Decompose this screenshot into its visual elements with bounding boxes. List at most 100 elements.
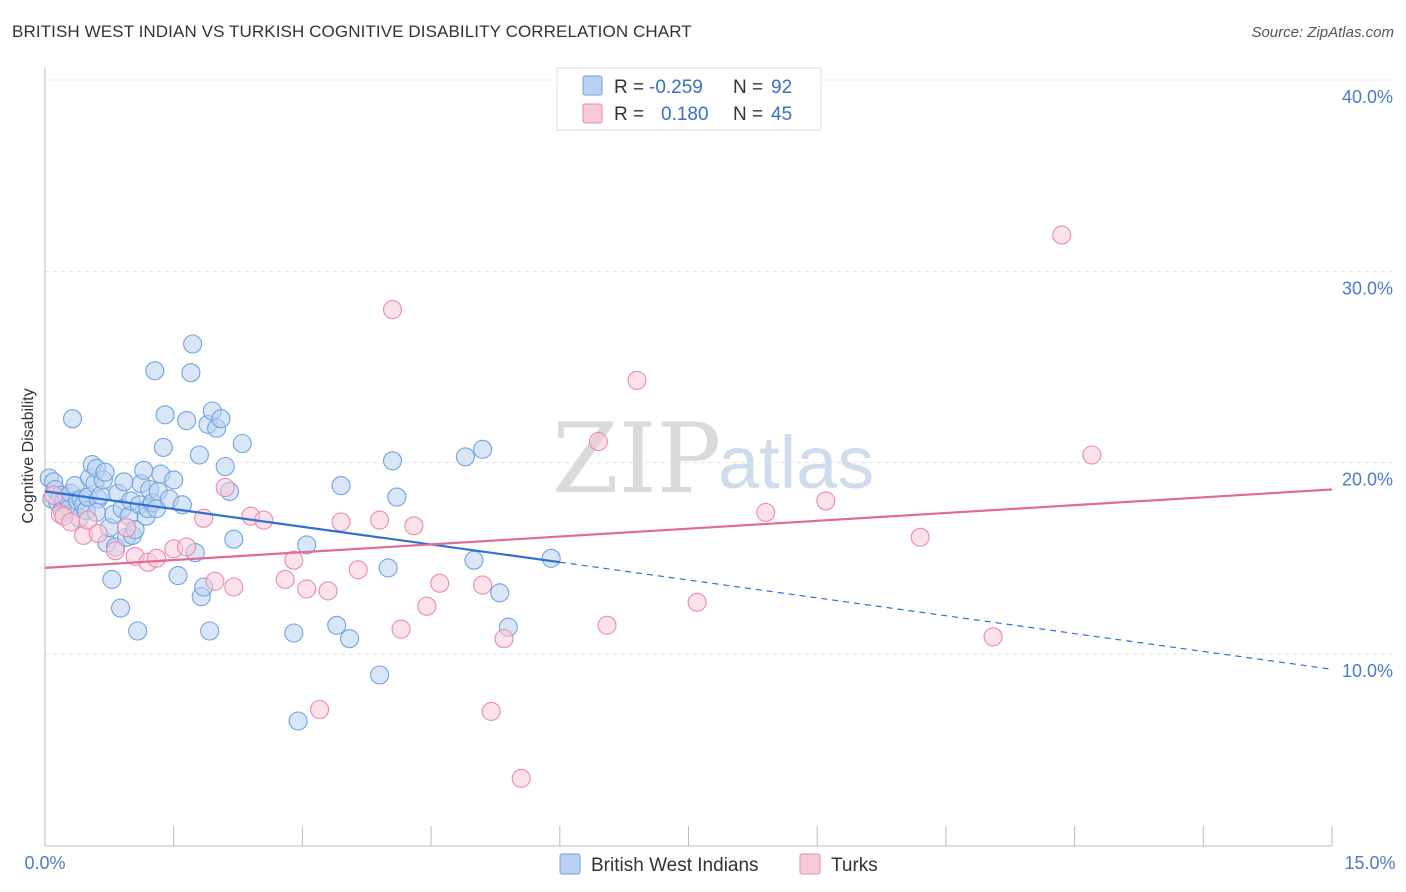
data-point — [687, 592, 707, 612]
legend-n-label-1: N = — [733, 104, 763, 125]
data-point — [168, 566, 188, 586]
data-point — [116, 518, 137, 538]
data-point — [597, 615, 617, 635]
x-tick-label-max: 15.0% — [1344, 853, 1395, 873]
legend-swatch-blue — [582, 75, 603, 96]
y-axis-tick-labels: 10.0% 20.0% 30.0% 40.0% — [1342, 87, 1393, 681]
data-point — [417, 596, 437, 616]
series-legend: British West Indians Turks — [559, 853, 878, 876]
data-point — [378, 558, 398, 578]
series-legend-label-pink: Turks — [831, 855, 878, 876]
data-point — [155, 405, 175, 425]
data-point — [205, 571, 225, 591]
y-tick-label: 20.0% — [1342, 470, 1393, 490]
data-point — [387, 487, 407, 507]
data-point — [340, 629, 360, 649]
data-point — [128, 621, 148, 641]
data-point — [756, 502, 776, 522]
trend-line-extension — [559, 561, 1333, 670]
data-point — [382, 300, 403, 320]
data-point — [430, 573, 450, 593]
data-point — [331, 512, 351, 532]
legend-r-value-1: 0.180 — [661, 104, 709, 125]
legend-r-label-0: R = — [614, 77, 644, 98]
data-point — [541, 548, 561, 568]
data-point — [370, 665, 390, 685]
data-point — [297, 579, 317, 599]
data-point — [224, 529, 244, 549]
data-point — [464, 550, 484, 570]
data-point — [146, 548, 167, 568]
data-point — [310, 699, 330, 720]
data-point — [455, 447, 475, 467]
data-point — [910, 527, 930, 547]
data-point — [78, 510, 98, 530]
data-point — [215, 477, 235, 498]
data-point — [114, 472, 134, 492]
data-point — [102, 569, 122, 589]
x-axis-ticks — [173, 826, 1333, 846]
data-point — [1052, 225, 1072, 245]
data-point — [382, 451, 403, 471]
data-point — [183, 334, 203, 354]
series-legend-swatch-pink — [799, 853, 821, 875]
data-point — [404, 516, 424, 536]
chart-title: BRITISH WEST INDIAN VS TURKISH COGNITIVE… — [12, 22, 692, 41]
data-point — [275, 569, 295, 589]
source-credit: Source: ZipAtlas.com — [1251, 24, 1394, 41]
data-point — [110, 598, 131, 618]
data-point — [224, 577, 244, 597]
data-point — [370, 510, 390, 530]
legend-swatch-pink — [582, 103, 603, 124]
data-point — [61, 512, 81, 532]
legend-r-value-0: -0.259 — [649, 77, 703, 98]
data-point — [200, 621, 220, 641]
data-point — [105, 541, 125, 561]
data-point — [473, 575, 493, 595]
legend-n-label-0: N = — [733, 77, 763, 98]
data-point — [318, 581, 338, 601]
data-point — [327, 615, 347, 635]
data-point — [164, 470, 184, 490]
trend-lines — [44, 488, 1333, 670]
x-tick-label-min: 0.0% — [24, 853, 65, 873]
data-point — [284, 623, 304, 643]
data-point — [490, 583, 510, 603]
legend-r-label-1: R = — [614, 104, 644, 125]
data-point — [215, 456, 235, 477]
data-point — [1082, 445, 1102, 465]
data-point — [494, 629, 514, 649]
data-point — [481, 701, 501, 721]
data-point — [288, 711, 308, 731]
watermark-atlas: atlas — [718, 421, 874, 504]
data-point — [232, 433, 252, 454]
trend-line — [44, 488, 1333, 569]
data-point — [88, 523, 108, 544]
data-point — [44, 485, 64, 505]
data-point — [181, 363, 201, 383]
series-legend-label-blue: British West Indians — [591, 855, 759, 876]
data-point — [134, 460, 154, 480]
data-point — [588, 432, 608, 452]
data-point — [284, 550, 304, 570]
stats-legend: R = -0.259 N = 92 R = 0.180 N = 45 — [556, 67, 822, 131]
data-point — [297, 535, 317, 555]
data-point — [95, 462, 115, 482]
data-point — [983, 627, 1003, 647]
data-point — [145, 361, 165, 381]
watermark-zip: ZIP — [552, 403, 721, 515]
data-point — [816, 491, 836, 511]
data-point — [511, 768, 531, 788]
y-tick-label: 40.0% — [1342, 87, 1393, 107]
data-point — [211, 409, 231, 429]
data-point — [473, 439, 493, 459]
data-point — [62, 409, 83, 429]
legend-n-value-0: 92 — [771, 77, 792, 98]
data-point — [627, 370, 647, 390]
data-point — [391, 619, 411, 639]
grid-lines — [45, 79, 1392, 655]
data-point — [177, 411, 197, 431]
data-point — [177, 537, 197, 557]
data-point — [153, 437, 173, 457]
